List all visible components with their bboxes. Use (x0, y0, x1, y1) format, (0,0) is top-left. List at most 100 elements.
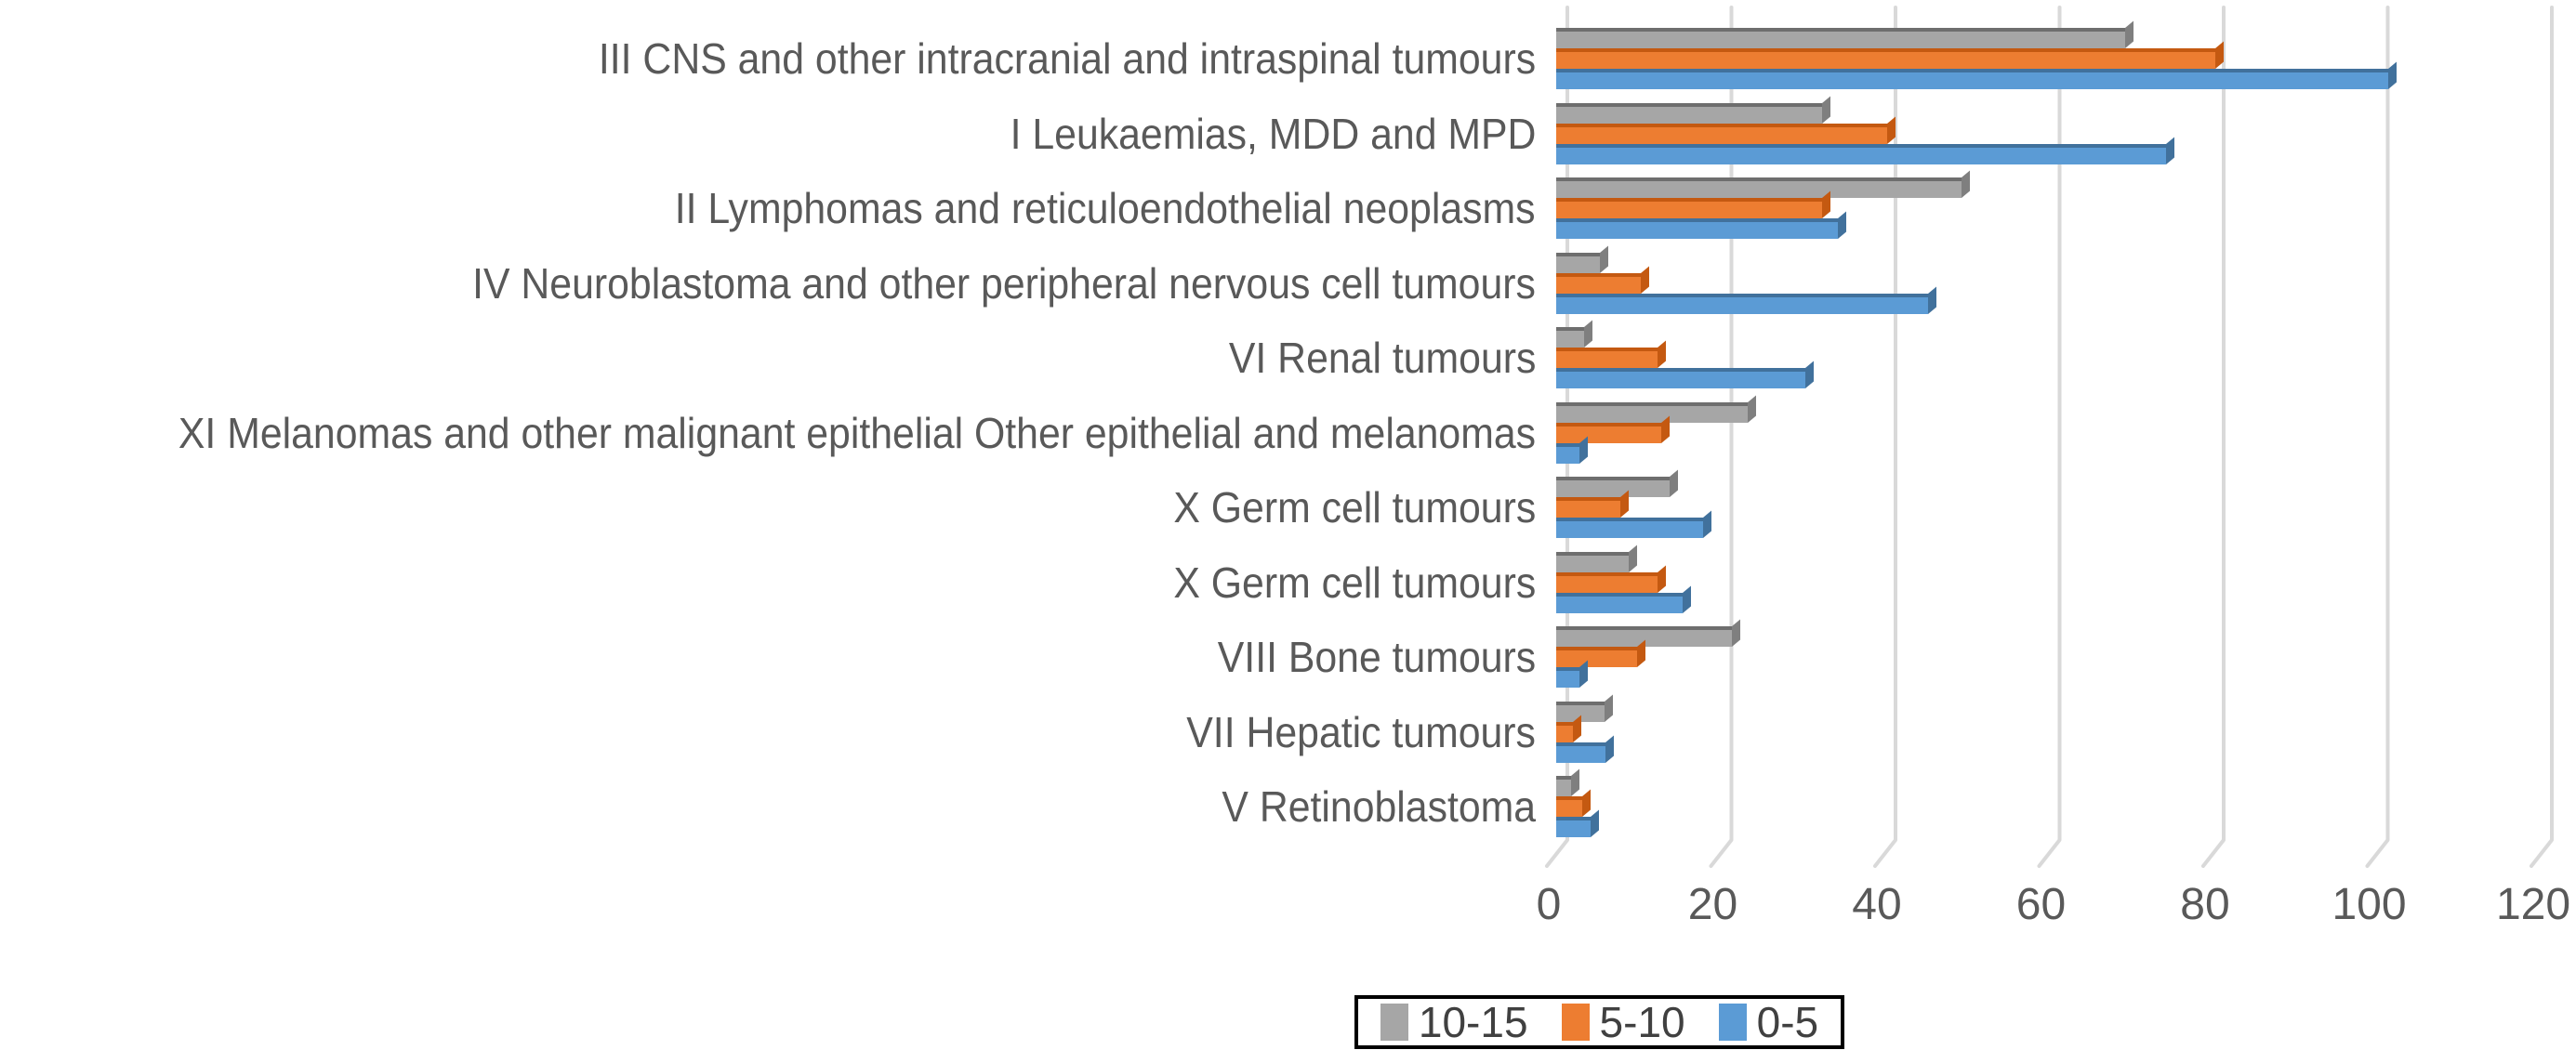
bar-group (1556, 244, 2569, 314)
gridline (2530, 6, 2554, 868)
bar-10-15 (1556, 95, 1830, 124)
bar-10-15 (1556, 544, 1638, 572)
x-tick-label: 60 (2015, 880, 2067, 929)
bar-5-10 (1556, 115, 1896, 144)
bar-3d-end-cap (1658, 564, 1667, 593)
legend-label: 5-10 (1599, 998, 1685, 1046)
bar-group (1556, 320, 2569, 388)
category-label-text: XI Melanomas and other malignant epithel… (178, 408, 1536, 457)
bar-10-15 (1556, 170, 1970, 198)
chart-row: X Germ cell tumours (0, 469, 2576, 538)
bar-5-10 (1556, 265, 1650, 294)
chart-row: VI Renal tumours (0, 320, 2576, 388)
chart-row: II Lymphomas and reticuloendothelial neo… (0, 170, 2576, 239)
chart-row: X Germ cell tumours (0, 544, 2576, 613)
bar-3d-end-cap (1748, 394, 1757, 423)
bar-0-5 (1556, 211, 1847, 239)
bar-10-15 (1556, 693, 1613, 722)
gridline (2201, 6, 2226, 868)
bar-0-5 (1556, 285, 1937, 314)
bar-0-5 (1556, 660, 1589, 688)
chart-row: I Leukaemias, MDD and MPD (0, 95, 2576, 164)
bar-group (1556, 170, 2569, 239)
x-tick-label: 120 (2495, 880, 2571, 929)
bar-3d-end-cap (2215, 41, 2225, 69)
gridline (2037, 6, 2062, 868)
legend-swatch-10-15 (1380, 1004, 1408, 1041)
bar-0-5 (1556, 361, 1814, 388)
category-label: X Germ cell tumours (0, 477, 1536, 538)
category-label: V Retinoblastoma (0, 776, 1536, 837)
category-label: IV Neuroblastoma and other peripheral ne… (0, 253, 1536, 314)
bar-3d-end-cap (2166, 136, 2175, 164)
bar-5-10 (1556, 490, 1630, 518)
bar-0-5 (1556, 584, 1691, 613)
bar-3d-end-cap (1731, 619, 1740, 647)
bar-0-5 (1556, 734, 1615, 763)
category-label-text: I Leukaemias, MDD and MPD (1010, 109, 1536, 158)
bar-3d-end-cap (1682, 584, 1691, 613)
x-tick-label: 0 (1536, 880, 1562, 929)
category-label-text: VIII Bone tumours (1217, 633, 1536, 681)
bar-10-15 (1556, 469, 1679, 497)
category-label-text: VI Renal tumours (1228, 334, 1536, 382)
bar-3d-end-cap (1600, 244, 1609, 273)
bar-3d-end-cap (1928, 285, 1937, 314)
bar-5-10 (1556, 564, 1667, 593)
x-tick-label: 100 (2332, 880, 2407, 929)
bar-3d-end-cap (1658, 340, 1667, 368)
bar-3d-end-cap (1604, 693, 1613, 722)
bar-0-5 (1556, 136, 2175, 164)
bar-3d-end-cap (1570, 768, 1579, 796)
bar-3d-end-cap (1838, 211, 1847, 239)
category-label-text: III CNS and other intracranial and intra… (598, 34, 1536, 83)
bar-3d-end-cap (1821, 95, 1830, 124)
bar-5-10 (1556, 340, 1667, 368)
category-label-text: VII Hepatic tumours (1186, 707, 1536, 756)
category-label: VI Renal tumours (0, 327, 1536, 388)
bar-0-5 (1556, 435, 1589, 464)
bar-group (1556, 95, 2569, 164)
bar-group (1556, 20, 2569, 89)
gridline (2365, 6, 2390, 868)
bar-5-10 (1556, 639, 1645, 667)
bar-3d-end-cap (1629, 544, 1638, 572)
bar-5-10 (1556, 41, 2225, 69)
bar-3d-end-cap (2387, 61, 2397, 89)
bar-3d-end-cap (1641, 265, 1650, 294)
gridline (1873, 6, 1897, 868)
category-label: X Germ cell tumours (0, 552, 1536, 613)
bar-3d-end-cap (1702, 510, 1711, 538)
bar-3d-end-cap (2125, 20, 2134, 48)
bar-3d-end-cap (1887, 115, 1896, 144)
x-tick-label: 80 (2180, 880, 2230, 929)
bar-10-15 (1556, 244, 1609, 273)
category-label-text: V Retinoblastoma (1222, 782, 1536, 831)
legend: 10-15 5-10 0-5 (1354, 995, 1844, 1049)
legend-label: 10-15 (1418, 998, 1528, 1046)
bar-group (1556, 619, 2569, 688)
bar-5-10 (1556, 414, 1671, 443)
chart-row: V Retinoblastoma (0, 768, 2576, 837)
bar-5-10 (1556, 714, 1582, 742)
legend-item-0-5: 0-5 (1718, 997, 1818, 1047)
category-label: VII Hepatic tumours (0, 702, 1536, 763)
bar-group (1556, 768, 2569, 837)
bar-group (1556, 469, 2569, 538)
bar-3d-end-cap (1590, 809, 1599, 837)
gridline (1709, 6, 1734, 868)
category-label-text: IV Neuroblastoma and other peripheral ne… (472, 258, 1536, 308)
x-tick-label: 40 (1852, 880, 1902, 929)
category-label-text: X Germ cell tumours (1173, 483, 1536, 532)
bar-10-15 (1556, 20, 2134, 48)
bar-3d-end-cap (1581, 789, 1591, 817)
bar-0-5 (1556, 61, 2397, 89)
x-tick-label: 20 (1687, 880, 1738, 929)
bar-5-10 (1556, 789, 1591, 817)
bar-10-15 (1556, 768, 1579, 796)
category-label: VIII Bone tumours (0, 626, 1536, 688)
chart-row: XI Melanomas and other malignant epithel… (0, 394, 2576, 464)
category-label: III CNS and other intracranial and intra… (0, 28, 1536, 89)
